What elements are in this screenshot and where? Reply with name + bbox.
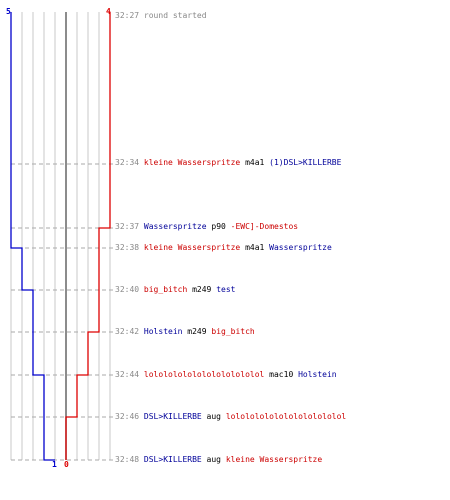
log-line-kill: 32:40 big_bitch m249 test — [115, 285, 235, 295]
log-weapon: m4a1 — [245, 243, 265, 252]
log-message: round started — [143, 11, 207, 20]
log-killer: Holstein — [298, 370, 337, 379]
log-line-kill: 32:34 kleine Wasserspritze m4a1 (1)DSL>K… — [115, 158, 341, 168]
log-killer: -EWC]-Domestos — [230, 222, 299, 231]
log-time: 32:42 — [115, 327, 140, 336]
log-victim: kleine Wasserspritze — [143, 243, 241, 252]
log-killer: Wasserspritze — [269, 243, 332, 252]
log-killer: big_bitch — [211, 327, 255, 336]
log-victim: big_bitch — [143, 285, 188, 294]
blue-score-line — [10, 12, 55, 461]
log-time: 32:38 — [115, 243, 140, 252]
log-victim: lolololololololololololol — [143, 370, 265, 379]
log-time: 32:46 — [115, 412, 140, 421]
log-killer: kleine Wasserspritze — [225, 455, 323, 464]
log-weapon: aug — [206, 455, 221, 464]
log-killer: lolololololololololololol — [225, 412, 347, 421]
log-time: 32:44 — [115, 370, 140, 379]
log-killer: (1)DSL>KILLERBE — [269, 158, 342, 167]
log-weapon: m249 — [187, 327, 207, 336]
log-victim: DSL>KILLERBE — [143, 412, 202, 421]
log-victim: Holstein — [143, 327, 183, 336]
log-victim: DSL>KILLERBE — [143, 455, 202, 464]
log-time: 32:40 — [115, 285, 140, 294]
log-victim: kleine Wasserspritze — [143, 158, 241, 167]
blue-start-score: 5 — [6, 7, 11, 16]
log-line-kill: 32:38 kleine Wasserspritze m4a1 Wassersp… — [115, 243, 332, 253]
log-time: 32:34 — [115, 158, 140, 167]
log-line-kill: 32:48 DSL>KILLERBE aug kleine Wasserspri… — [115, 455, 322, 465]
log-line-kill: 32:46 DSL>KILLERBE aug lolololololololol… — [115, 412, 346, 422]
log-victim: Wasserspritze — [143, 222, 207, 231]
log-line-kill: 32:42 Holstein m249 big_bitch — [115, 327, 255, 337]
log-line-round-start: 32:27 round started — [115, 11, 207, 21]
log-time: 32:48 — [115, 455, 140, 464]
red-start-score: 4 — [106, 7, 111, 16]
log-weapon: aug — [206, 412, 221, 421]
log-time: 32:27 — [115, 11, 140, 20]
log-weapon: m4a1 — [245, 158, 265, 167]
blue-end-score: 1 — [52, 460, 57, 469]
log-killer: test — [216, 285, 236, 294]
log-time: 32:37 — [115, 222, 140, 231]
log-line-kill: 32:44 lolololololololololololol mac10 Ho… — [115, 370, 337, 380]
red-score-line — [65, 12, 111, 460]
red-end-score: 0 — [64, 460, 69, 469]
log-weapon: mac10 — [269, 370, 294, 379]
log-line-kill: 32:37 Wasserspritze p90 -EWC]-Domestos — [115, 222, 298, 232]
log-weapon: m249 — [192, 285, 212, 294]
log-weapon: p90 — [211, 222, 226, 231]
